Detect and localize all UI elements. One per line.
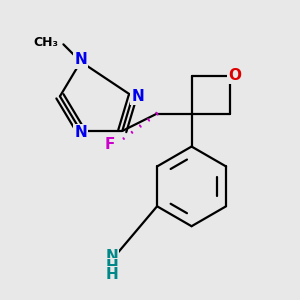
Text: H: H <box>106 266 118 281</box>
Text: CH₃: CH₃ <box>33 36 58 49</box>
Text: H: H <box>106 259 118 274</box>
Text: N: N <box>74 52 87 68</box>
Text: O: O <box>228 68 242 83</box>
Text: N: N <box>106 249 118 264</box>
Text: N: N <box>131 89 144 104</box>
Text: F: F <box>105 137 116 152</box>
Text: N: N <box>74 125 87 140</box>
